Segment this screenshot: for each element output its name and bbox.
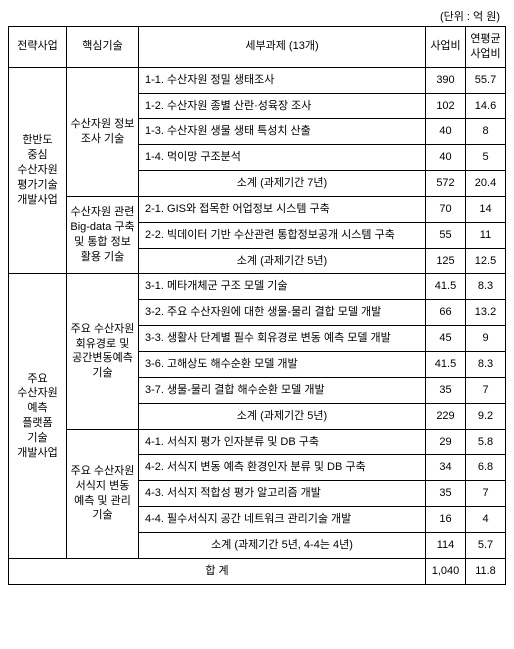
detail-cell: 1-3. 수산자원 생물 생태 특성치 산출 bbox=[139, 119, 426, 145]
unit-label: (단위 : 억 원) bbox=[8, 8, 506, 24]
avg-cell: 6.8 bbox=[466, 455, 506, 481]
detail-cell: 4-2. 서식지 변동 예측 환경인자 분류 및 DB 구축 bbox=[139, 455, 426, 481]
avg-cell: 14.6 bbox=[466, 93, 506, 119]
detail-cell: 1-4. 먹이망 구조분석 bbox=[139, 145, 426, 171]
subtotal-cost: 114 bbox=[426, 532, 466, 558]
strategy-cell: 주요 수산자원 예측 플랫폼 기술 개발사업 bbox=[9, 274, 67, 558]
avg-cell: 5 bbox=[466, 145, 506, 171]
detail-cell: 4-3. 서식지 적합성 평가 알고리즘 개발 bbox=[139, 481, 426, 507]
avg-cell: 7 bbox=[466, 481, 506, 507]
cost-cell: 102 bbox=[426, 93, 466, 119]
total-row: 합 계1,04011.8 bbox=[9, 558, 506, 584]
subtotal-avg: 5.7 bbox=[466, 532, 506, 558]
detail-cell: 2-1. GIS와 접목한 어업정보 시스템 구축 bbox=[139, 196, 426, 222]
avg-cell: 14 bbox=[466, 196, 506, 222]
cost-cell: 29 bbox=[426, 429, 466, 455]
detail-cell: 2-2. 빅데이터 기반 수산관련 통합정보공개 시스템 구축 bbox=[139, 222, 426, 248]
table-row: 주요 수산자원 서식지 변동 예측 및 관리 기술4-1. 서식지 평가 인자분… bbox=[9, 429, 506, 455]
cost-cell: 41.5 bbox=[426, 274, 466, 300]
subtotal-cost: 125 bbox=[426, 248, 466, 274]
detail-cell: 1-1. 수산자원 정밀 생태조사 bbox=[139, 67, 426, 93]
detail-cell: 3-1. 메타개체군 구조 모델 기술 bbox=[139, 274, 426, 300]
total-cost: 1,040 bbox=[426, 558, 466, 584]
subtotal-avg: 12.5 bbox=[466, 248, 506, 274]
detail-cell: 3-6. 고해상도 해수순환 모델 개발 bbox=[139, 351, 426, 377]
detail-cell: 3-2. 주요 수산자원에 대한 생물-물리 결합 모델 개발 bbox=[139, 300, 426, 326]
avg-cell: 4 bbox=[466, 507, 506, 533]
avg-cell: 7 bbox=[466, 377, 506, 403]
th-detail: 세부과제 (13개) bbox=[139, 27, 426, 68]
th-strategy: 전략사업 bbox=[9, 27, 67, 68]
th-cost: 사업비 bbox=[426, 27, 466, 68]
strategy-cell: 한반도 중심 수산자원 평가기술 개발사업 bbox=[9, 67, 67, 274]
table-row: 수산자원 관련 Big-data 구축 및 통합 정보 활용 기술2-1. GI… bbox=[9, 196, 506, 222]
cost-cell: 35 bbox=[426, 481, 466, 507]
table-row: 한반도 중심 수산자원 평가기술 개발사업수산자원 정보 조사 기술1-1. 수… bbox=[9, 67, 506, 93]
avg-cell: 8 bbox=[466, 119, 506, 145]
tech-cell: 수산자원 정보 조사 기술 bbox=[67, 67, 139, 196]
tech-cell: 수산자원 관련 Big-data 구축 및 통합 정보 활용 기술 bbox=[67, 196, 139, 274]
avg-cell: 11 bbox=[466, 222, 506, 248]
cost-cell: 35 bbox=[426, 377, 466, 403]
detail-cell: 1-2. 수산자원 종별 산란·성육장 조사 bbox=[139, 93, 426, 119]
cost-cell: 16 bbox=[426, 507, 466, 533]
avg-cell: 8.3 bbox=[466, 351, 506, 377]
cost-cell: 41.5 bbox=[426, 351, 466, 377]
cost-cell: 34 bbox=[426, 455, 466, 481]
cost-cell: 40 bbox=[426, 145, 466, 171]
detail-cell: 3-3. 생활사 단계별 필수 회유경로 변동 예측 모델 개발 bbox=[139, 326, 426, 352]
avg-cell: 9 bbox=[466, 326, 506, 352]
cost-cell: 40 bbox=[426, 119, 466, 145]
subtotal-avg: 20.4 bbox=[466, 171, 506, 197]
tech-cell: 주요 수산자원 서식지 변동 예측 및 관리 기술 bbox=[67, 429, 139, 558]
subtotal-label: 소계 (과제기간 5년) bbox=[139, 248, 426, 274]
cost-cell: 70 bbox=[426, 196, 466, 222]
tech-cell: 주요 수산자원 회유경로 및 공간변동예측 기술 bbox=[67, 274, 139, 429]
total-label: 합 계 bbox=[9, 558, 426, 584]
subtotal-cost: 229 bbox=[426, 403, 466, 429]
avg-cell: 5.8 bbox=[466, 429, 506, 455]
detail-cell: 4-4. 필수서식지 공간 네트워크 관리기술 개발 bbox=[139, 507, 426, 533]
avg-cell: 13.2 bbox=[466, 300, 506, 326]
subtotal-avg: 9.2 bbox=[466, 403, 506, 429]
detail-cell: 4-1. 서식지 평가 인자분류 및 DB 구축 bbox=[139, 429, 426, 455]
cost-cell: 45 bbox=[426, 326, 466, 352]
th-avg: 연평균 사업비 bbox=[466, 27, 506, 68]
cost-cell: 66 bbox=[426, 300, 466, 326]
detail-cell: 3-7. 생물-물리 결합 해수순환 모델 개발 bbox=[139, 377, 426, 403]
cost-cell: 390 bbox=[426, 67, 466, 93]
avg-cell: 8.3 bbox=[466, 274, 506, 300]
subtotal-label: 소계 (과제기간 7년) bbox=[139, 171, 426, 197]
subtotal-label: 소계 (과제기간 5년) bbox=[139, 403, 426, 429]
cost-cell: 55 bbox=[426, 222, 466, 248]
table-row: 주요 수산자원 예측 플랫폼 기술 개발사업주요 수산자원 회유경로 및 공간변… bbox=[9, 274, 506, 300]
subtotal-label: 소계 (과제기간 5년, 4-4는 4년) bbox=[139, 532, 426, 558]
budget-table: 전략사업 핵심기술 세부과제 (13개) 사업비 연평균 사업비 한반도 중심 … bbox=[8, 26, 506, 585]
total-avg: 11.8 bbox=[466, 558, 506, 584]
subtotal-cost: 572 bbox=[426, 171, 466, 197]
avg-cell: 55.7 bbox=[466, 67, 506, 93]
th-tech: 핵심기술 bbox=[67, 27, 139, 68]
